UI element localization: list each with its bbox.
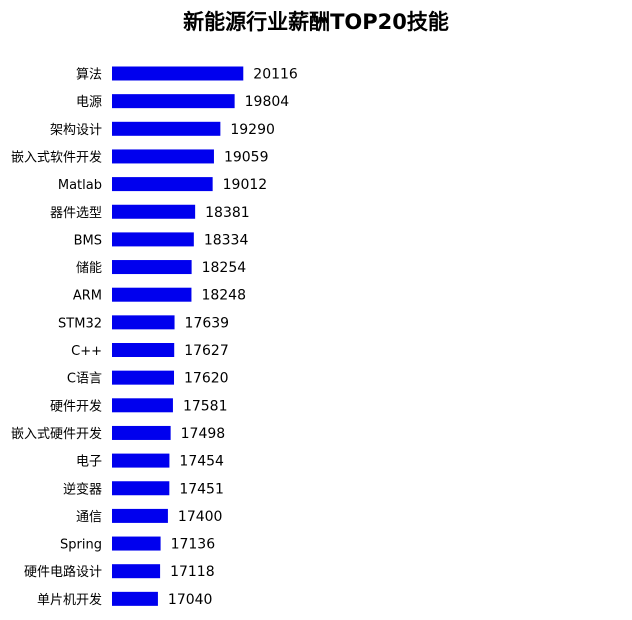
bar [112,94,235,109]
bar [112,564,161,579]
value-label: 18381 [205,205,250,221]
value-label: 18334 [204,232,249,248]
bar [112,591,158,606]
category-label: STM32 [58,316,102,331]
value-label: 17627 [184,343,229,359]
category-label: 嵌入式硬件开发 [11,426,102,442]
value-label: 17040 [168,592,213,608]
category-label: 算法 [76,68,102,83]
bar [112,536,161,551]
value-label: 17136 [171,537,216,553]
bar [112,177,213,192]
bar [112,260,192,275]
value-label: 18254 [202,260,247,276]
value-label: 17454 [179,454,224,470]
bar [112,204,196,219]
category-label: 器件选型 [50,206,102,221]
category-label: Matlab [58,178,102,193]
bar [112,66,244,81]
value-label: 17639 [185,315,230,331]
bar [112,453,170,468]
bar [112,315,175,330]
bar [112,508,168,523]
value-label: 17400 [178,509,223,525]
category-label: 硬件开发 [50,398,102,414]
value-label: 17581 [183,398,228,414]
value-label: 19290 [230,122,275,138]
chart-title: 新能源行业薪酬TOP20技能 [183,10,449,34]
value-label: 20116 [253,67,298,83]
bar [112,232,194,247]
value-label: 17620 [184,371,229,387]
bar [112,121,221,136]
category-label: 架构设计 [50,123,102,138]
bar [112,287,192,302]
category-label: ARM [73,289,102,304]
value-label: 19012 [223,177,268,193]
category-label: 储能 [76,261,102,276]
value-label: 19059 [224,149,269,165]
value-label: 17118 [170,564,215,580]
category-label: 电源 [76,95,102,110]
bar [112,398,173,413]
category-label: BMS [74,233,102,248]
category-label: 硬件电路设计 [24,564,102,580]
category-label: 通信 [76,510,102,525]
value-label: 17498 [181,426,226,442]
bar [112,149,214,164]
bar [112,343,175,357]
bar [112,370,175,385]
category-label: 单片机开发 [37,592,102,608]
value-label: 17451 [179,481,224,497]
category-label: C语言 [67,372,102,387]
value-label: 18248 [201,288,246,304]
category-label: 逆变器 [63,481,102,497]
bar [112,481,170,496]
category-label: Spring [60,538,102,553]
category-label: 电子 [76,455,102,470]
bar [112,425,171,440]
category-label: C++ [71,344,102,359]
value-label: 19804 [245,94,290,110]
category-label: 嵌入式软件开发 [11,149,102,165]
